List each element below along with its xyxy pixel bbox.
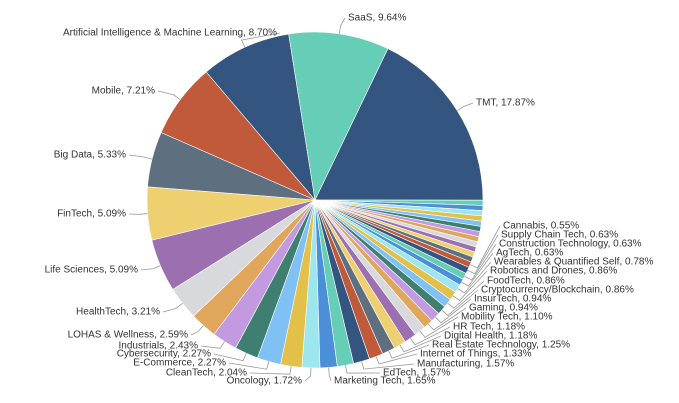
slice-label: AgTech, 0.63% xyxy=(496,248,563,259)
leader-line xyxy=(249,366,292,375)
slice-label: TMT, 17.87% xyxy=(476,98,535,109)
slice-label: Gaming, 0.94% xyxy=(469,303,538,314)
leader-line xyxy=(345,365,381,374)
leader-line xyxy=(435,298,472,324)
leader-line xyxy=(240,32,281,48)
leader-line xyxy=(162,302,183,313)
leader-line xyxy=(375,353,418,365)
leader-line xyxy=(213,353,247,362)
slice-label: FoodTech, 0.86% xyxy=(487,276,565,287)
leader-line xyxy=(128,213,148,215)
leader-line xyxy=(399,335,442,353)
slice-label: Cybersecurity, 2.27% xyxy=(117,349,211,360)
leader-line xyxy=(457,261,492,294)
slice-label: Robotics and Drones, 0.86% xyxy=(490,266,617,277)
leader-line xyxy=(469,225,501,269)
leader-line xyxy=(361,361,415,370)
slice-label: CleanTech, 2.04% xyxy=(166,368,247,379)
leader-line xyxy=(388,344,430,359)
leader-line xyxy=(128,154,153,160)
leader-line xyxy=(410,326,451,346)
slice-label: Real Estate Technology, 1.25% xyxy=(432,340,570,351)
slice-label: Artificial Intelligence & Machine Learni… xyxy=(63,28,277,39)
leader-line xyxy=(157,90,181,100)
slice-label: HealthTech, 3.21% xyxy=(76,307,160,318)
slice-label: Wearables & Quantified Self, 0.78% xyxy=(494,257,653,268)
slice-label: Construction Technology, 0.63% xyxy=(499,239,642,250)
leader-line xyxy=(338,17,346,34)
slice-label: Internet of Things, 1.33% xyxy=(420,349,532,360)
slice-label: Digital Health, 1.18% xyxy=(444,331,537,342)
leader-line xyxy=(190,325,204,336)
leader-line xyxy=(140,265,161,271)
leader-line xyxy=(452,270,488,301)
slice-label: EdTech, 1.57% xyxy=(383,368,450,379)
pie-slice xyxy=(205,33,316,202)
leader-line xyxy=(447,280,485,309)
slice-label: Life Sciences, 5.09% xyxy=(45,265,138,276)
leader-line xyxy=(328,367,332,382)
leader-line xyxy=(457,102,474,112)
slice-label: SaaS, 9.64% xyxy=(348,13,406,24)
slice-label: Industrials, 2.43% xyxy=(119,341,199,352)
leader-line xyxy=(304,367,312,382)
slice-label: Mobility Tech, 1.10% xyxy=(461,312,553,323)
slice-label: Cryptocurrency/Blockchain, 0.86% xyxy=(481,285,634,296)
slice-label: Big Data, 5.33% xyxy=(54,150,126,161)
leader-line xyxy=(228,361,270,370)
slice-label: Manufacturing, 1.57% xyxy=(417,359,514,370)
slice-label: Mobile, 7.21% xyxy=(92,86,155,97)
leader-line xyxy=(461,252,494,287)
slice-label: FinTech, 5.09% xyxy=(57,209,126,220)
leader-line xyxy=(427,307,467,331)
leader-line xyxy=(467,234,499,275)
leader-line xyxy=(200,341,225,349)
leader-line xyxy=(441,289,479,316)
slice-label: InsurTech, 0.94% xyxy=(474,294,551,305)
leader-line xyxy=(464,243,497,281)
slice-label: HR Tech, 1.18% xyxy=(453,322,525,333)
leader-line xyxy=(419,316,459,338)
slice-label: Supply Chain Tech, 0.63% xyxy=(501,230,618,241)
slice-label: LOHAS & Wellness, 2.59% xyxy=(68,330,189,341)
slice-label: Cannabis, 0.55% xyxy=(503,221,579,232)
slice-label: Marketing Tech, 1.65% xyxy=(334,376,436,387)
slice-label: Oncology, 1.72% xyxy=(227,376,303,387)
slice-label: E-Commerce, 2.27% xyxy=(133,358,226,369)
